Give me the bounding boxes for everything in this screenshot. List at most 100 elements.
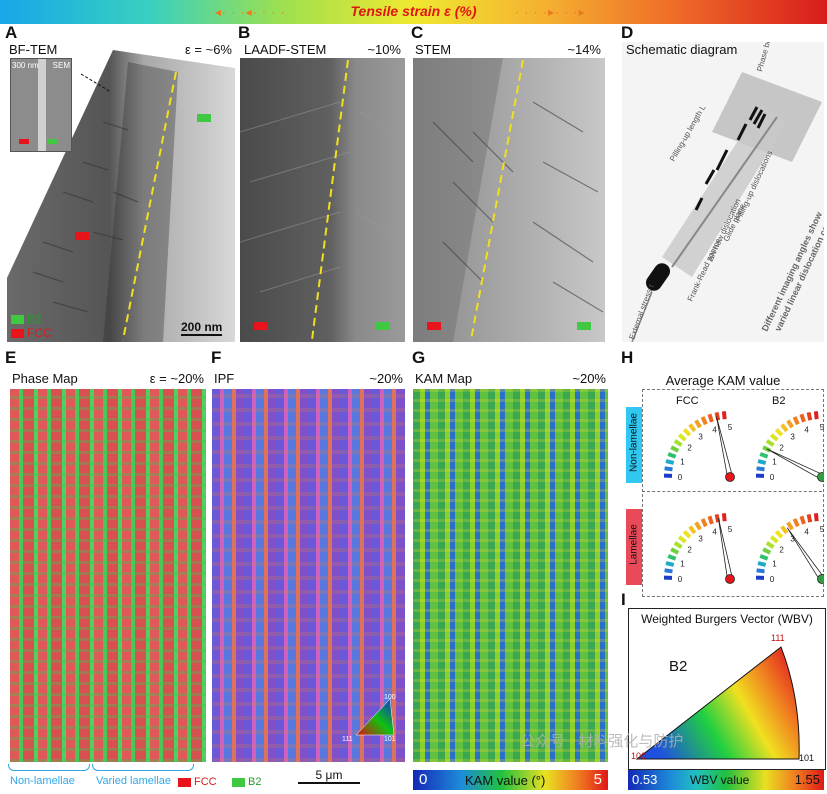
gauge-pivot (725, 472, 735, 482)
gauge-segment (721, 411, 727, 420)
panel-c-title: STEM (415, 42, 452, 57)
panel-letter-a: A (5, 23, 18, 42)
gauge-tick-label: 1 (680, 560, 685, 569)
gauge-segment (667, 554, 677, 561)
gauge-tick-label: 3 (698, 535, 703, 544)
gauge-segment (759, 452, 769, 459)
gauge-segment (806, 411, 813, 421)
strain-bar-label: Tensile strain ε (%) (350, 3, 477, 19)
gauge-segment (813, 411, 819, 420)
gauge-tick-label: 3 (790, 535, 795, 544)
gauge-segment (774, 530, 784, 539)
panel-letter-i: I (621, 590, 626, 609)
kam-map-image (413, 389, 608, 762)
panel-letter-f: F (211, 348, 222, 367)
gauge-segment (682, 530, 692, 539)
watermark: 公众号 · 材料强化与防护 (520, 733, 684, 750)
wbv-label-111: 111 (771, 633, 785, 643)
wbv-bar-max: 1.55 (794, 772, 820, 787)
gauge-segment (792, 416, 800, 426)
legend-b2-bottom: B2 (232, 776, 261, 788)
bf-tem-image (7, 50, 235, 342)
phase-map-image (10, 389, 206, 762)
gauge-segment (682, 428, 692, 437)
panel-letter-b: B (238, 23, 251, 42)
gauge-segment (813, 513, 819, 522)
sem-inset: 300 nm SEM (10, 58, 72, 152)
label-varied-lamellae: Varied lamellae (96, 775, 172, 787)
kam-bar-max: 5 (593, 771, 602, 788)
scale-bar-a: 200 nm (181, 320, 223, 336)
gauge-tick-label: 5 (820, 525, 824, 534)
strain-arrow-right: · · · ·▸· · ·▸ (515, 5, 586, 19)
panel-c-strain: ~14% (567, 42, 601, 57)
label-pilling-up-length: Pilling-up length L (668, 103, 708, 163)
panel-a-title: BF-TEM (9, 42, 58, 57)
gauge-tick-label: 5 (728, 423, 733, 432)
gauge-tick-label: 2 (779, 444, 784, 453)
row-tag-non-lamellae: Non-lamellae (626, 407, 642, 483)
gauge-tick-label: 5 (728, 525, 733, 534)
gauge-segment (757, 561, 767, 567)
gauge-segment (688, 525, 697, 535)
wbv-phase-label: B2 (669, 658, 687, 675)
gauge-segment (714, 411, 721, 421)
gauge-tick-label: 0 (770, 575, 775, 584)
panel-e: Phase Map ε = ~20% (10, 369, 206, 762)
schematic-diagram: Phase boundary Pilling-up length L Pilli… (627, 42, 824, 342)
gauge-segment (707, 413, 714, 423)
gauge-segment (694, 521, 702, 531)
gauge-tick-label: 4 (804, 527, 809, 536)
panel-h: Average KAM value FCC B2 Non-lamellae La… (622, 369, 824, 597)
gauge-segment (769, 433, 779, 442)
panel-b: LAADF-STEM ~10% (240, 42, 405, 342)
gauge-tick-label: 4 (804, 425, 809, 434)
gauge-segment (667, 452, 677, 459)
gauge-segment (762, 547, 772, 555)
panel-d: Schematic diagram Phase boundary Pilling… (622, 42, 824, 342)
schematic-caption-line1: Different imaging angles show (760, 209, 824, 332)
gauge-pivot (725, 574, 735, 584)
gauge-tick-label: 0 (770, 473, 775, 482)
gauge-segment (759, 554, 769, 561)
gauge-segment (756, 568, 765, 574)
gauge-pivot (817, 574, 824, 584)
sem-inset-label: SEM (52, 61, 70, 70)
panel-c: STEM ~14% (413, 42, 605, 342)
kam-bar-min: 0 (419, 771, 428, 788)
gauge-segment (700, 416, 708, 426)
gauge-pivot (817, 472, 824, 482)
panel-f: IPF ~20% 100 111 101 (212, 369, 405, 762)
gauge-segment (665, 561, 675, 567)
panel-letter-h: H (621, 348, 634, 367)
fcc-marker-b (254, 322, 268, 330)
panel-d-title: Schematic diagram (626, 42, 738, 57)
panel-g-strain: ~20% (572, 371, 606, 386)
gauge-tick-label: 3 (698, 433, 703, 442)
gauge-segment (780, 423, 789, 433)
ipf-label-111: 111 (342, 736, 353, 741)
wbv-triangle: 111 100 101 B2 (631, 633, 814, 763)
gauge-segment (664, 568, 673, 574)
sem-inset-scale: 300 nm (12, 61, 39, 70)
ipf-label-100: 100 (384, 694, 396, 701)
gauge-segment (677, 535, 687, 544)
gauge-segment (756, 466, 765, 472)
kam-colorbar: 0 KAM value (°) 5 (413, 770, 608, 790)
gauge-segment (673, 439, 683, 447)
panel-f-strain: ~20% (369, 371, 403, 386)
fcc-marker-c (427, 322, 441, 330)
col-label-fcc: FCC (676, 395, 699, 407)
panel-e-title: Phase Map (12, 371, 78, 386)
wbv-label-100: 100 (631, 751, 646, 761)
brace-varied-lamellae (92, 764, 194, 771)
gauge-tick-label: 4 (712, 527, 717, 536)
gauge-segment (677, 433, 687, 442)
gauge-segment (799, 413, 806, 423)
gauge-tick-label: 1 (772, 560, 777, 569)
strain-arrow-left: ◂· · ·◂· · · · (215, 5, 286, 19)
col-label-b2: B2 (772, 395, 786, 407)
